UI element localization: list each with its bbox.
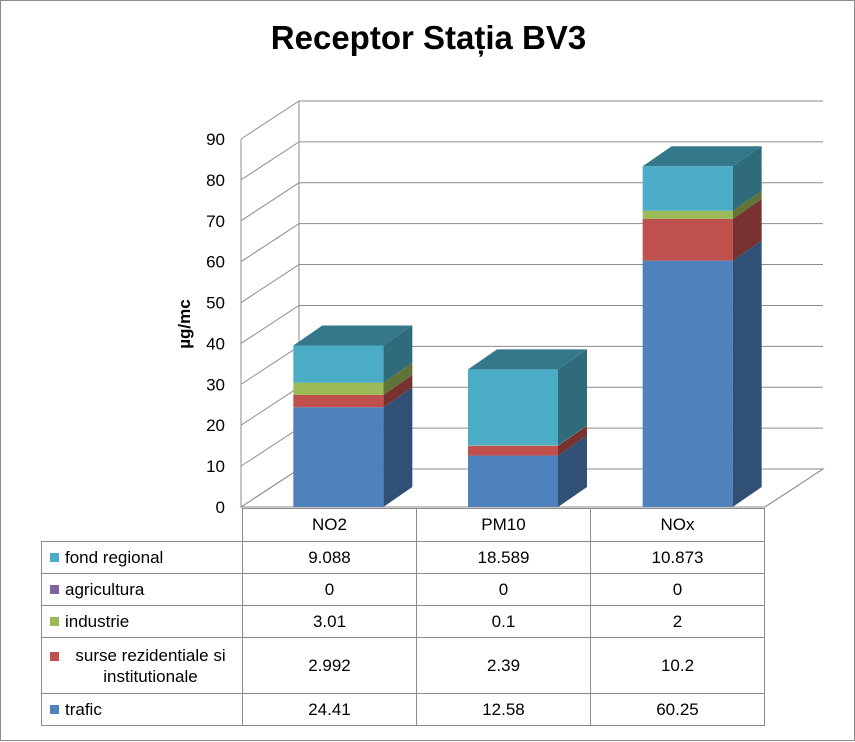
table-cell: 0 bbox=[417, 574, 591, 606]
bar-segment bbox=[643, 211, 733, 219]
bar-segment bbox=[468, 446, 558, 456]
table-row: surse rezidentiale si institutionale 2.9… bbox=[42, 638, 765, 694]
bar-stack-NOx bbox=[643, 146, 762, 507]
y-tick-label: 90 bbox=[206, 130, 225, 149]
table-cell: 10.2 bbox=[591, 638, 765, 694]
legend-entry: surse rezidentiale si institutionale bbox=[42, 638, 243, 694]
legend-swatch bbox=[50, 652, 59, 661]
gridline bbox=[241, 183, 299, 221]
legend-entry: trafic bbox=[42, 694, 243, 726]
table-header-row: NO2 PM10 NOx bbox=[42, 509, 765, 542]
table-header-cell: PM10 bbox=[417, 509, 591, 542]
table-corner bbox=[42, 509, 243, 542]
data-table: NO2 PM10 NOx fond regional 9.088 18.589 … bbox=[41, 508, 765, 726]
table-cell: 10.873 bbox=[591, 542, 765, 574]
y-tick-label: 40 bbox=[206, 334, 225, 353]
legend-entry: industrie bbox=[42, 606, 243, 638]
gridline bbox=[241, 387, 299, 425]
legend-label: agricultura bbox=[65, 580, 144, 599]
legend-label: industrie bbox=[65, 612, 129, 631]
table-row: fond regional 9.088 18.589 10.873 bbox=[42, 542, 765, 574]
table-header-cell: NOx bbox=[591, 509, 765, 542]
gridline bbox=[241, 224, 299, 262]
bar-segment bbox=[643, 166, 733, 210]
table-cell: 0 bbox=[243, 574, 417, 606]
y-tick-label: 20 bbox=[206, 416, 225, 435]
table-cell: 2.39 bbox=[417, 638, 591, 694]
y-tick-label: 60 bbox=[206, 253, 225, 272]
legend-swatch bbox=[50, 705, 59, 714]
table-cell: 3.01 bbox=[243, 606, 417, 638]
legend-entry: agricultura bbox=[42, 574, 243, 606]
bar-segment bbox=[293, 345, 383, 382]
table-header-cell: NO2 bbox=[243, 509, 417, 542]
table-cell: 0 bbox=[591, 574, 765, 606]
bar-side bbox=[383, 387, 412, 507]
gridline bbox=[241, 265, 299, 303]
bar-segment bbox=[468, 456, 558, 507]
legend-entry: fond regional bbox=[42, 542, 243, 574]
bar-side bbox=[733, 241, 762, 507]
table-cell: 18.589 bbox=[417, 542, 591, 574]
table-cell: 60.25 bbox=[591, 694, 765, 726]
table-cell: 12.58 bbox=[417, 694, 591, 726]
y-tick-label: 10 bbox=[206, 457, 225, 476]
table-cell: 0.1 bbox=[417, 606, 591, 638]
bar-segment bbox=[643, 219, 733, 261]
legend-swatch bbox=[50, 553, 59, 562]
bar-segment bbox=[643, 261, 733, 507]
legend-label: trafic bbox=[65, 700, 102, 719]
y-axis-label: µg/mc bbox=[175, 299, 195, 348]
y-tick-label: 70 bbox=[206, 212, 225, 231]
legend-swatch bbox=[50, 585, 59, 594]
table-row: industrie 3.01 0.1 2 bbox=[42, 606, 765, 638]
table-row: trafic 24.41 12.58 60.25 bbox=[42, 694, 765, 726]
bar-segment bbox=[293, 395, 383, 407]
y-tick-label: 50 bbox=[206, 294, 225, 313]
gridline bbox=[241, 428, 299, 466]
table-row: agricultura 0 0 0 bbox=[42, 574, 765, 606]
gridline bbox=[241, 101, 299, 139]
bar-segment bbox=[293, 383, 383, 395]
y-tick-label: 30 bbox=[206, 375, 225, 394]
y-tick-label: 80 bbox=[206, 171, 225, 190]
table-cell: 2.992 bbox=[243, 638, 417, 694]
bar-stack-NO2 bbox=[293, 325, 412, 507]
gridline bbox=[241, 346, 299, 384]
gridline bbox=[241, 305, 299, 343]
bar-segment bbox=[468, 369, 558, 445]
bar-stack-PM10 bbox=[468, 349, 587, 507]
bar-segment bbox=[293, 407, 383, 507]
gridline bbox=[241, 142, 299, 180]
table-cell: 2 bbox=[591, 606, 765, 638]
legend-label: surse rezidentiale si institutionale bbox=[65, 645, 242, 687]
legend-swatch bbox=[50, 617, 59, 626]
legend-label: fond regional bbox=[65, 548, 163, 567]
table-cell: 9.088 bbox=[243, 542, 417, 574]
table-cell: 24.41 bbox=[243, 694, 417, 726]
